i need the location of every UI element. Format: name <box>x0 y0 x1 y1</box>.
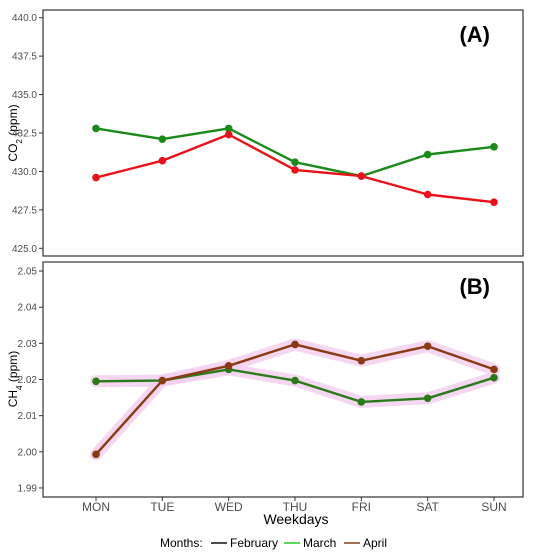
panel-b-y-ticks: 1.99 2.00 2.01 2.02 2.03 2.04 2.05 <box>18 267 43 494</box>
panel-a-points <box>92 124 498 206</box>
panel-a: (A) CO2 (ppm) 425.0427.5430.0432.5435.04… <box>6 9 524 257</box>
x-tick-label: THU <box>283 500 308 514</box>
panel-b-april-point <box>490 365 498 374</box>
legend: Months: February March April <box>160 536 387 550</box>
panel-a-y-tick-label: 425.0 <box>12 244 37 255</box>
panel-a-y-tick-label: 427.5 <box>12 205 37 216</box>
panel-b-y-tick-label: 2.04 <box>18 303 38 314</box>
panel-a-label: (A) <box>459 22 490 47</box>
x-axis-ticks: MON TUE WED THU FRI SAT SUN <box>82 497 507 514</box>
panel-b-april-point <box>224 361 233 370</box>
panel-a-march-point <box>291 158 299 167</box>
panel-b-y-tick-label: 2.05 <box>18 267 38 278</box>
legend-label-march: March <box>303 536 336 550</box>
panel-b-april-point <box>423 342 432 351</box>
panel-b: (B) CH4 (ppm) 1.99 2.00 2.01 2.02 2.03 2.04 2.… <box>6 261 524 498</box>
panel-a-y-tick-label: 437.5 <box>12 52 37 63</box>
x-tick-label: TUE <box>150 500 174 514</box>
panel-b-march-point <box>291 376 299 385</box>
legend-label-february: February <box>230 536 278 550</box>
panel-a-april-point <box>490 198 498 206</box>
panel-b-label: (B) <box>459 274 490 299</box>
panel-a-y-axis-label: CO2 (ppm) <box>6 104 24 161</box>
panel-a-april-point <box>92 173 100 182</box>
x-axis-label: Weekdays <box>263 511 328 527</box>
legend-title: Months: <box>160 536 203 550</box>
panel-b-april-point <box>291 340 299 349</box>
panel-b-y-tick-label: 1.99 <box>18 483 38 494</box>
panel-a-march-point <box>224 124 233 133</box>
panel-b-march-point <box>423 394 432 403</box>
legend-label-april: April <box>363 536 387 550</box>
panel-a-march-point <box>158 135 167 143</box>
panel-a-april-point <box>224 130 233 139</box>
panel-a-april-point <box>423 190 432 199</box>
panel-a-april-point <box>158 156 167 165</box>
x-tick-label: FRI <box>352 500 371 514</box>
panel-b-march-point <box>357 398 366 406</box>
panel-b-points <box>92 340 498 459</box>
x-tick-label: SUN <box>481 500 506 514</box>
panel-b-april-point <box>158 376 167 385</box>
panel-b-y-tick-label: 2.02 <box>18 375 38 386</box>
panel-b-y-tick-label: 2.00 <box>18 447 38 458</box>
panel-b-april-point <box>92 450 100 459</box>
panel-b-y-tick-label: 2.03 <box>18 339 38 350</box>
x-tick-label: MON <box>82 500 110 514</box>
panel-a-y-tick-label: 432.5 <box>12 129 37 140</box>
panel-a-y-tick-label: 430.0 <box>12 167 37 178</box>
panel-a-april-point <box>291 166 299 174</box>
panel-a-y-ticks: 425.0 427.5 430.0 432.5 435.0 437.5 440.0 <box>12 13 43 255</box>
panel-b-march-point <box>92 377 100 386</box>
panel-b-march-point <box>490 373 498 382</box>
panel-a-march-point <box>92 124 100 133</box>
x-tick-label: SAT <box>416 500 439 514</box>
panel-b-y-axis-label: CH4 (ppm) <box>6 351 24 407</box>
panel-a-march-point <box>423 150 432 159</box>
panel-a-march-point <box>490 143 498 151</box>
panel-b-april-point <box>357 356 366 365</box>
panel-a-y-tick-label: 435.0 <box>12 90 37 101</box>
x-tick-label: WED <box>215 500 243 514</box>
panel-a-april-point <box>357 172 366 180</box>
panel-b-y-tick-label: 2.01 <box>18 411 38 422</box>
panel-a-y-tick-label: 440.0 <box>12 13 37 24</box>
